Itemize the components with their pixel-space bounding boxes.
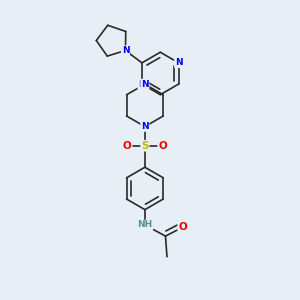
Text: O: O [178,222,187,232]
Text: N: N [141,80,149,89]
Text: S: S [141,141,148,151]
Text: O: O [123,141,132,151]
Text: N: N [141,122,149,131]
Text: NH: NH [137,220,152,230]
Text: N: N [122,46,129,55]
Text: O: O [158,141,167,151]
Text: N: N [138,80,146,88]
Text: N: N [175,58,182,67]
